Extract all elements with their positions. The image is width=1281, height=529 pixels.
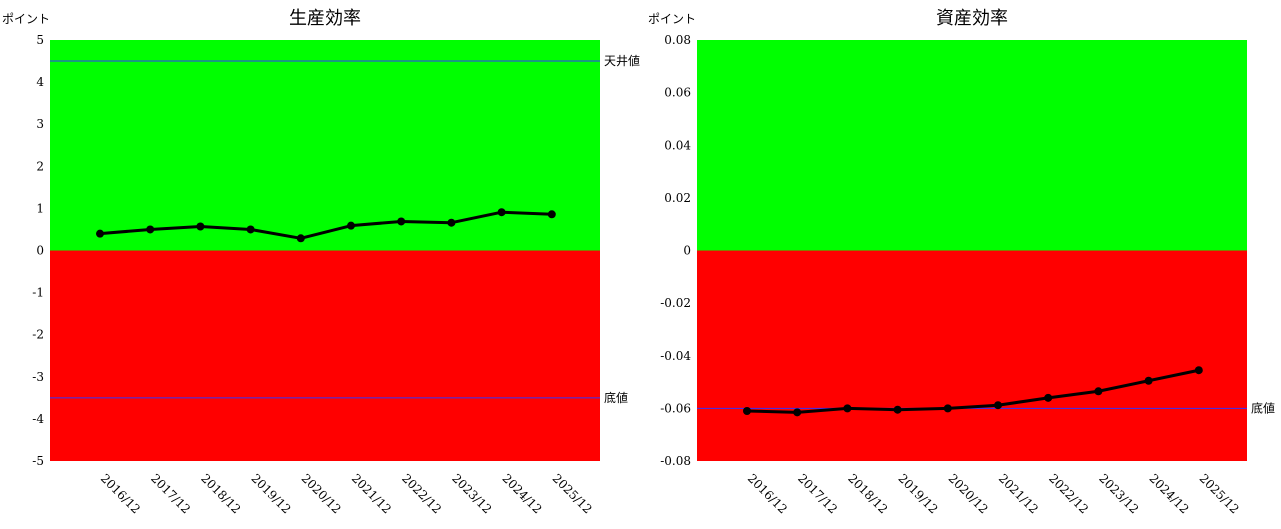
x-tick-label: 2025/12 — [1197, 471, 1242, 516]
data-point — [547, 210, 556, 219]
data-point — [1094, 387, 1103, 396]
x-tick-label: 2019/12 — [248, 471, 293, 516]
x-tick-label: 2018/12 — [845, 471, 890, 516]
data-point — [246, 225, 255, 234]
x-tick-label: 2019/12 — [895, 471, 940, 516]
x-tick-label: 2023/12 — [1096, 471, 1141, 516]
x-tick-label: 2022/12 — [399, 471, 444, 516]
data-point — [943, 404, 952, 413]
x-tick-label: 2024/12 — [1146, 471, 1191, 516]
data-point — [1194, 366, 1203, 375]
y-axis-label: ポイント — [2, 12, 50, 26]
y-tick-label: 3 — [36, 117, 44, 131]
y-tick-label: 0.06 — [664, 86, 691, 100]
y-tick-label: -4 — [32, 412, 44, 426]
y-tick-label: 1 — [36, 201, 44, 215]
y-tick-label: 4 — [36, 75, 44, 89]
chart-title: 資産効率 — [936, 8, 1008, 29]
negative-region — [50, 250, 600, 461]
reference-line-label: 底値 — [604, 390, 628, 405]
data-point — [96, 229, 104, 238]
y-tick-label: 0 — [36, 244, 44, 258]
y-tick-label: -1 — [32, 286, 44, 300]
chart-title: 生産効率 — [289, 8, 361, 29]
x-tick-label: 2016/12 — [745, 471, 790, 516]
y-tick-label: 0 — [683, 244, 691, 258]
data-point — [296, 234, 305, 243]
x-tick-label: 2020/12 — [946, 471, 991, 516]
y-tick-label: 2 — [36, 159, 44, 173]
data-point — [447, 218, 456, 227]
negative-region — [697, 250, 1247, 461]
x-tick-label: 2018/12 — [198, 471, 243, 516]
x-tick-label: 2025/12 — [550, 471, 595, 516]
series-line — [746, 368, 1200, 414]
data-point — [196, 222, 205, 231]
series-line — [99, 210, 552, 240]
reference-line-label: 底値 — [1251, 400, 1275, 415]
y-tick-label: 0.04 — [664, 138, 691, 152]
y-tick-label: -0.08 — [660, 454, 691, 468]
y-tick-label: -0.04 — [660, 349, 691, 363]
y-axis-label: ポイント — [648, 12, 696, 26]
x-tick-label: 2023/12 — [449, 471, 494, 516]
data-point — [397, 217, 406, 226]
x-tick-label: 2017/12 — [795, 471, 840, 516]
data-point — [843, 404, 852, 413]
x-tick-label: 2017/12 — [148, 471, 193, 516]
y-tick-label: 5 — [36, 33, 44, 47]
data-point — [893, 405, 902, 414]
data-point — [1044, 393, 1053, 402]
y-tick-label: -3 — [32, 370, 44, 384]
data-point — [994, 401, 1002, 410]
y-tick-label: -0.06 — [660, 401, 691, 415]
data-point — [347, 221, 355, 230]
x-tick-label: 2016/12 — [98, 471, 143, 516]
x-tick-label: 2021/12 — [996, 471, 1041, 516]
data-point — [1144, 376, 1153, 385]
y-tick-label: 0.02 — [664, 191, 691, 205]
chart-asset-efficiency: 資産効率 ポイント 0.08 0.06 0.04 0.02 0 -0.02 -0.04 -0.… — [648, 8, 1275, 516]
data-point — [743, 407, 751, 416]
x-tick-label: 2021/12 — [349, 471, 394, 516]
y-tick-label: -5 — [32, 454, 44, 468]
data-point — [146, 225, 155, 234]
x-tick-label: 2024/12 — [499, 471, 544, 516]
y-tick-label: 0.08 — [664, 33, 691, 47]
reference-line-label: 天井値 — [604, 53, 640, 68]
y-tick-label: -2 — [32, 328, 44, 342]
y-tick-label: -0.02 — [660, 296, 691, 310]
x-tick-label: 2020/12 — [299, 471, 344, 516]
x-tick-label: 2022/12 — [1046, 471, 1091, 516]
data-point — [497, 208, 506, 217]
data-point — [793, 408, 802, 417]
positive-region — [50, 40, 600, 251]
positive-region — [697, 40, 1247, 251]
